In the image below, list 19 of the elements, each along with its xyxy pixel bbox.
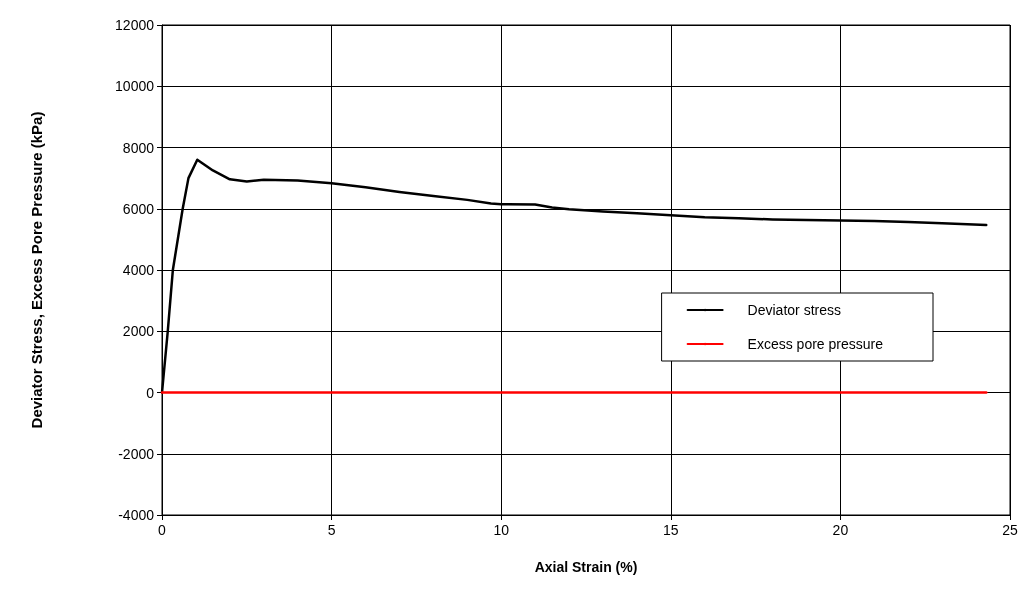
y-tick-label: 8000 (122, 139, 155, 156)
y-tick-label: 6000 (122, 200, 155, 217)
x-tick-label: 5 (327, 522, 336, 538)
x-tick-label: 10 (493, 522, 510, 538)
x-tick-label: 20 (832, 522, 849, 538)
x-axis-title: Axial Strain (%) (534, 559, 638, 575)
y-tick-label: 4000 (122, 262, 155, 278)
x-tick-label: 0 (158, 522, 167, 538)
y-tick-label: -2000 (118, 445, 155, 462)
y-tick-label: 2000 (122, 323, 155, 340)
x-tick-label: 15 (663, 522, 679, 538)
y-tick-label: 0 (146, 384, 155, 401)
y-axis-title: Deviator Stress, Excess Pore Pressure (kPa) (28, 111, 45, 429)
legend-label: Excess pore pressure (747, 336, 884, 352)
legend-label: Deviator stress (747, 302, 841, 318)
y-tick-label: -4000 (118, 507, 155, 523)
x-tick-label: 25 (1002, 522, 1018, 538)
y-tick-label: 12000 (115, 17, 155, 33)
y-tick-label: 10000 (115, 78, 155, 95)
